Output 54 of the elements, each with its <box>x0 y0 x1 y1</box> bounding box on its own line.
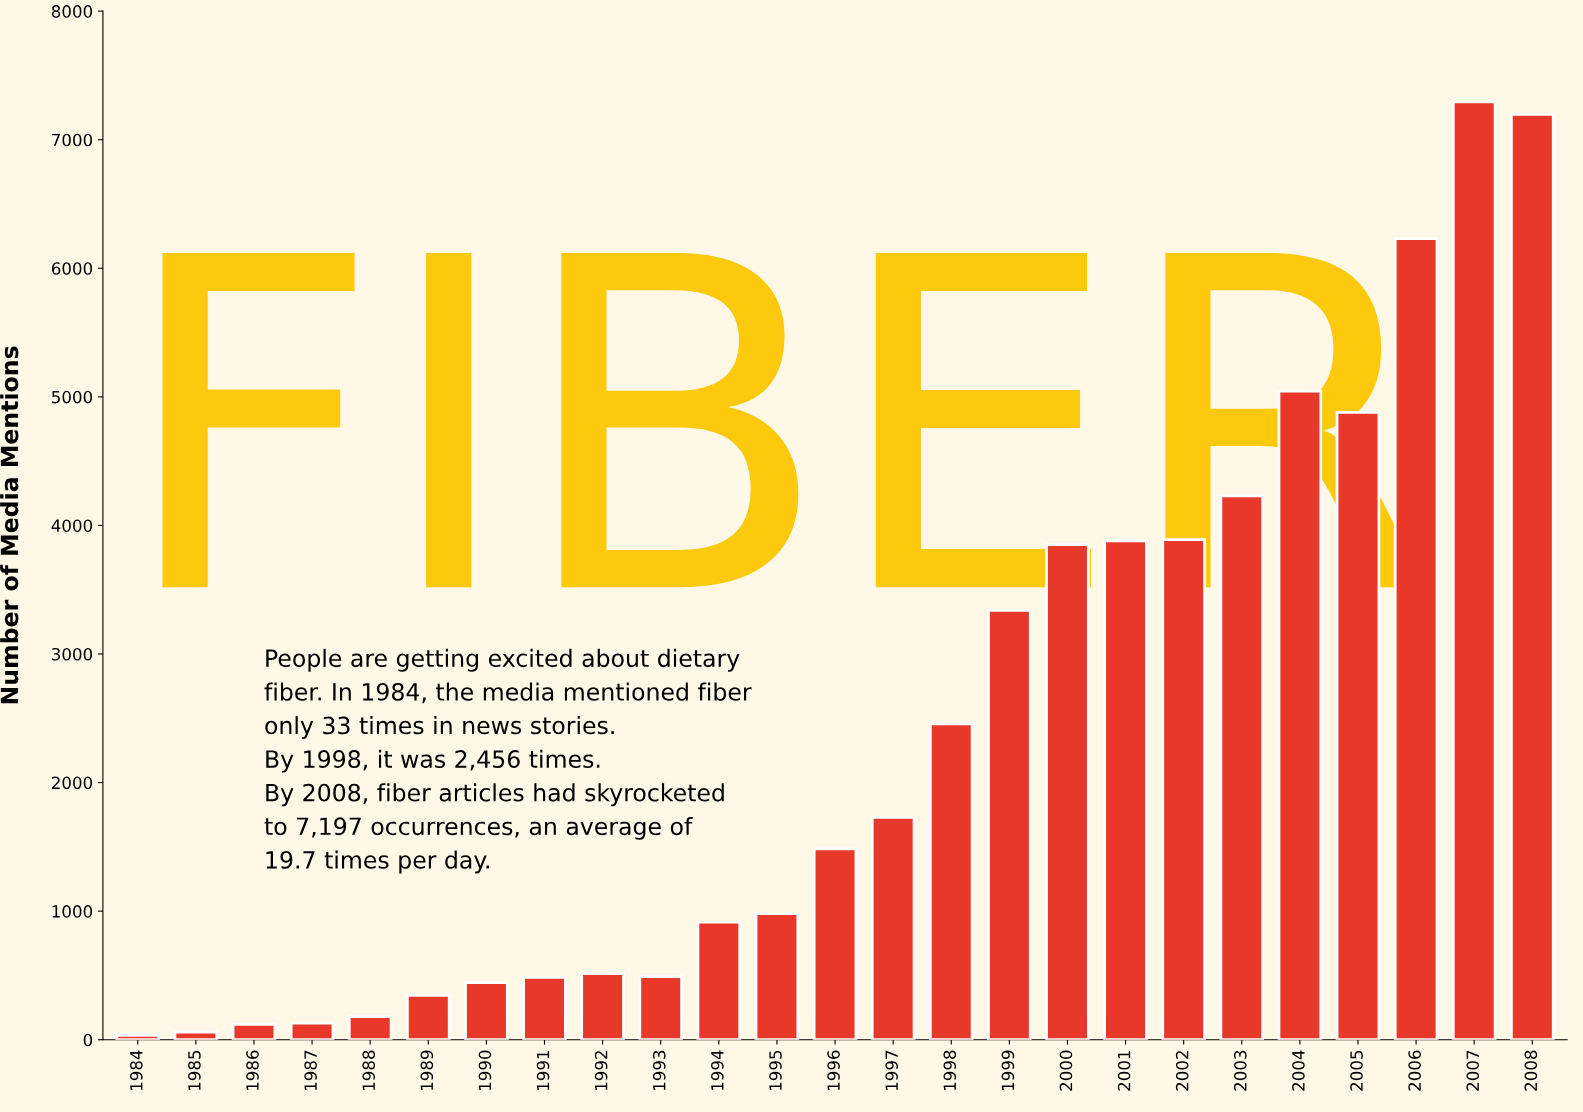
x-tick-label: 2004 <box>1292 1050 1305 1091</box>
x-tick-label: 2002 <box>1175 1051 1189 1091</box>
x-tick-label: 1992 <box>594 1051 608 1091</box>
bar <box>812 847 858 1040</box>
x-tick-label: 1984 <box>129 1050 143 1091</box>
x-tick-label: 1986 <box>246 1050 259 1091</box>
x-tick-label: 2005 <box>1350 1050 1363 1091</box>
y-tick-label: 3000 <box>52 647 93 661</box>
annotation: People are getting excited about dietary fiber. In 1984, the media mentioned fiber only 33 times in news stories. By 1998, it was 2,456 times. By 2008, fiber articles had skyrocketed to 7,197 occurrences, an average of 19.7 times per day. <box>264 648 752 874</box>
y-tick-label: 4000 <box>51 519 93 532</box>
bar <box>987 608 1032 1040</box>
bar <box>754 912 800 1040</box>
x-tick-label: 2001 <box>1117 1050 1131 1091</box>
bar <box>464 981 509 1040</box>
y-tick-label: 8000 <box>51 5 93 18</box>
x-tick-label: 2008 <box>1524 1050 1538 1091</box>
x-tick-label: 1998 <box>943 1050 957 1091</box>
x-tick-label: 1995 <box>769 1050 782 1091</box>
bar <box>231 1022 277 1040</box>
y-tick-label: 7000 <box>52 133 93 147</box>
x-tick-label: 1990 <box>478 1050 492 1091</box>
bar <box>870 815 916 1040</box>
y-tick-label: 2000 <box>51 776 93 790</box>
bar <box>928 722 974 1040</box>
y-tick-label: 0 <box>83 1033 93 1047</box>
x-tick-label: 1985 <box>188 1050 201 1091</box>
x-tick-label: 1988 <box>362 1050 376 1091</box>
y-tick-label: 5000 <box>52 390 93 404</box>
bar <box>405 993 451 1040</box>
bar <box>638 975 684 1040</box>
y-axis-title: Number of Media Mentions <box>0 346 19 704</box>
bar <box>580 972 625 1040</box>
x-tick-label: 1991 <box>536 1050 550 1091</box>
x-tick-label: 1996 <box>827 1050 840 1091</box>
bar <box>289 1021 335 1040</box>
bar <box>1451 100 1497 1040</box>
x-tick-label: 2007 <box>1466 1050 1480 1091</box>
x-tick-label: 1997 <box>885 1050 898 1091</box>
bar <box>347 1015 393 1040</box>
y-tick-label: 1000 <box>52 905 93 918</box>
x-tick-label: 1999 <box>1001 1050 1015 1091</box>
y-tick-label: 6000 <box>51 262 93 275</box>
bar <box>1510 112 1555 1040</box>
bar <box>1393 237 1439 1040</box>
x-tick-label: 1994 <box>711 1050 724 1091</box>
x-tick-label: 1987 <box>304 1050 317 1091</box>
x-tick-label: 2006 <box>1408 1050 1421 1091</box>
bar <box>115 1034 161 1040</box>
x-tick-label: 1989 <box>420 1050 434 1091</box>
x-tick-label: 2000 <box>1059 1050 1073 1091</box>
x-tick-label: 2003 <box>1234 1050 1247 1091</box>
bar <box>522 975 567 1040</box>
x-tick-label: 1993 <box>652 1050 666 1091</box>
bar <box>696 920 742 1040</box>
